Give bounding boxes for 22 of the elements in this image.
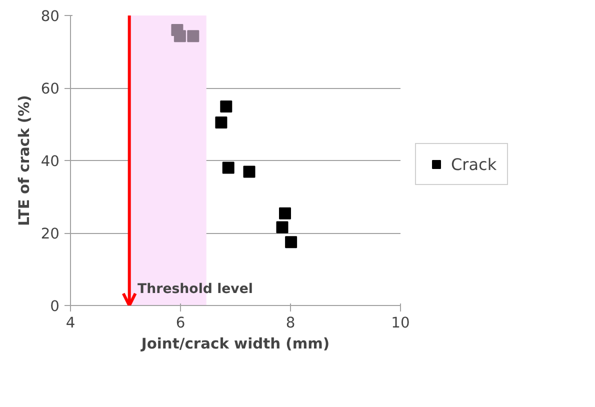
- legend-label: Crack: [451, 154, 497, 174]
- point: [187, 30, 200, 42]
- x-tick-label: 10: [391, 314, 410, 332]
- point: [222, 162, 234, 174]
- point: [220, 100, 232, 112]
- y-tick-label: 60: [40, 80, 60, 98]
- point: [285, 236, 298, 248]
- x-tick-label: 4: [66, 314, 76, 332]
- x-axis-title: Joint/crack width (mm): [140, 336, 330, 352]
- point: [174, 30, 186, 42]
- y-tick-label: 0: [50, 298, 60, 315]
- y-tick-label: 40: [40, 153, 60, 170]
- point: [243, 166, 256, 178]
- y-axis-title: LTE of crack (%): [16, 95, 33, 226]
- band-label: Threshold level: [138, 282, 253, 297]
- point: [279, 207, 291, 220]
- x-tick-label: 6: [176, 314, 186, 332]
- point: [215, 116, 228, 128]
- y-tick-label: 80: [40, 8, 60, 25]
- point: [276, 221, 288, 234]
- x-tick-label: 8: [286, 314, 296, 332]
- y-tick-label: 20: [40, 226, 60, 242]
